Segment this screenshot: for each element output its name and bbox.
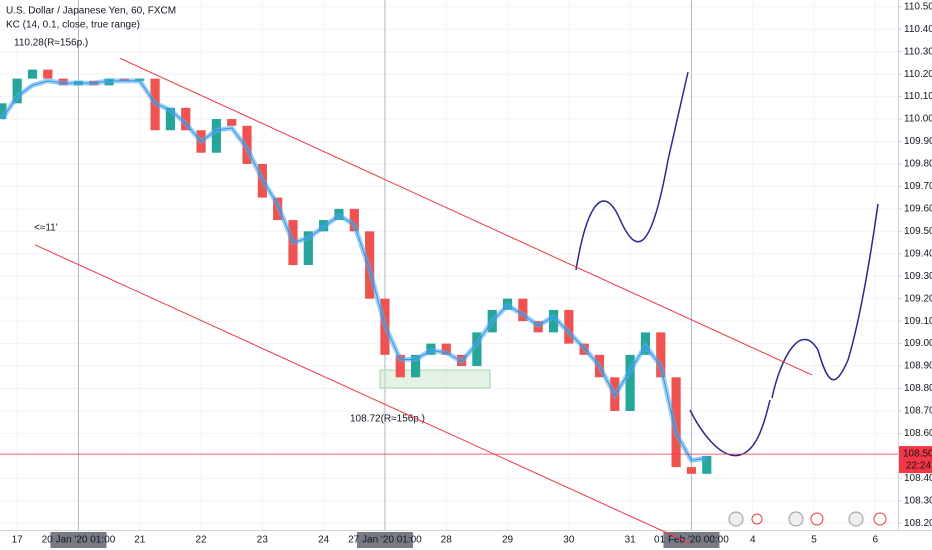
x-tick-label: 23 (257, 535, 269, 546)
y-tick-label: 109.100 (904, 316, 932, 327)
candle-body (227, 119, 237, 126)
candle-body (548, 309, 559, 333)
x-tick-highlight (356, 532, 413, 548)
candle-body (43, 69, 53, 79)
y-tick-label: 108.200 (904, 518, 932, 529)
x-tick-label: 20 Jan '20 01:00 (42, 535, 116, 546)
x-tick-label: 6 (873, 535, 879, 546)
candle-body (395, 354, 405, 378)
y-tick-label: 109.200 (904, 293, 932, 304)
candle-body (702, 455, 712, 474)
candle-body (656, 332, 666, 378)
kc-line (1, 80, 707, 461)
x-tick-label: 29 (502, 535, 514, 546)
trend-line (34, 244, 691, 544)
candle-body (441, 343, 451, 355)
candle-body (518, 298, 528, 322)
y-tick-label: 110.50 (904, 1, 932, 12)
countdown-label: 22:24 (906, 461, 931, 472)
candle-body (181, 107, 191, 131)
annotation: 110.28(R≈156p.) (14, 38, 88, 49)
candle-body (303, 231, 313, 265)
candle-body (165, 107, 176, 131)
x-tick-label: 24 (318, 535, 330, 546)
y-tick-label: 110.000 (904, 114, 932, 125)
y-tick-label: 109.700 (904, 181, 932, 192)
last-price-box (899, 446, 932, 474)
x-tick-label: 31 (625, 535, 637, 546)
candle-body (625, 354, 635, 411)
y-tick-label: 109.500 (904, 226, 932, 237)
trend-line (119, 57, 813, 376)
x-tick-label: 5 (811, 535, 817, 546)
candle-body (472, 332, 482, 367)
y-tick-label: 109.400 (904, 248, 932, 259)
chart-title: U.S. Dollar / Japanese Yen, 60, FXCM (6, 6, 176, 17)
candle-body (686, 467, 697, 474)
y-tick-label: 108.700 (904, 406, 932, 417)
x-tick-label: 21 (134, 535, 146, 546)
event-icons (728, 511, 887, 527)
x-tick-label: 01 Feb '20 00:00 (654, 535, 729, 546)
x-tick-label: 22 (195, 535, 207, 546)
x-tick-label: 27 Jan '20 01:00 (348, 535, 422, 546)
x-tick-highlight (50, 532, 107, 548)
x-tick-label: 28 (441, 535, 453, 546)
annotation: <≈11' (34, 223, 58, 234)
y-tick-label: 110.10 (904, 91, 932, 102)
y-tick-label: 108.400 (904, 473, 932, 484)
x-tick-highlight (663, 532, 720, 548)
y-tick-label: 110.20 (904, 69, 932, 80)
y-tick-label: 109.300 (904, 271, 932, 282)
candle-body (12, 78, 22, 104)
candle-body (349, 208, 359, 232)
x-tick-label: 4 (750, 535, 756, 546)
y-tick-label: 109.900 (904, 136, 932, 147)
zone-box (379, 369, 491, 389)
y-tick-label: 109.800 (904, 159, 932, 170)
annotation: 108.72(R≈156p.) (350, 414, 425, 425)
projection-sketch (575, 71, 879, 457)
y-tick-label: 110.40 (904, 24, 932, 35)
y-tick-label: 108.300 (904, 495, 932, 506)
y-tick-label: 110.30 (904, 46, 932, 57)
y-tick-label: 108.900 (904, 361, 932, 372)
x-tick-label: 30 (563, 535, 575, 546)
candle-body (27, 69, 38, 79)
last-price-label: 108.508 (903, 449, 932, 460)
y-tick-label: 108.600 (904, 428, 932, 439)
y-tick-label: 109.000 (904, 338, 932, 349)
y-tick-label: 109.600 (904, 203, 932, 214)
candle-body (211, 119, 221, 153)
candle-body (410, 354, 421, 378)
candle-body (564, 309, 574, 344)
x-tick-label: 17 (12, 535, 24, 546)
indicator-label: KC (14, 0.1, close, true range) (6, 20, 140, 31)
y-tick-label: 108.800 (904, 383, 932, 394)
candle-body (0, 103, 7, 120)
